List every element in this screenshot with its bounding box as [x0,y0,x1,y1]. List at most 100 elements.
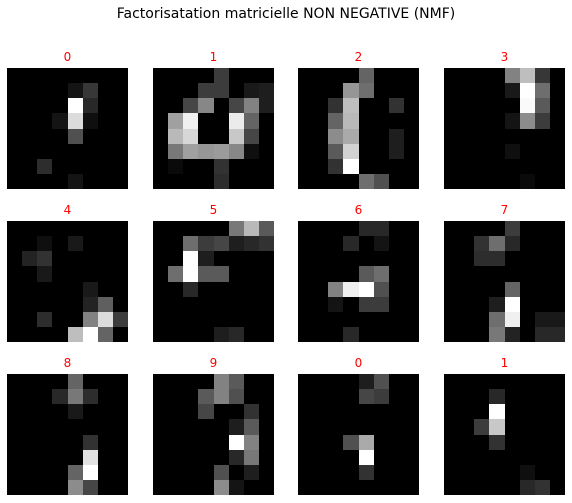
image-pixel [52,98,68,114]
image-pixel [213,266,229,282]
image-pixel [243,266,259,282]
image-pixel [444,281,460,297]
image-pixel [358,266,374,282]
image-pixel [489,158,505,174]
image-pixel [489,251,505,267]
component-image [7,221,128,342]
image-pixel [22,98,38,114]
image-pixel [37,404,53,420]
image-pixel [373,326,389,342]
image-pixel [444,311,460,327]
image-pixel [459,68,475,84]
image-pixel [549,143,565,159]
image-pixel [37,221,53,237]
image-pixel [82,419,98,435]
image-pixel [549,98,565,114]
image-pixel [67,404,83,420]
image-pixel [168,479,184,495]
image-pixel [373,83,389,99]
image-pixel [153,158,169,174]
image-pixel [37,68,53,84]
image-pixel [198,98,214,114]
image-pixel [213,419,229,435]
image-pixel [97,98,113,114]
image-pixel [112,221,128,237]
image-pixel [474,266,490,282]
image-pixel [504,419,520,435]
image-pixel [183,449,199,465]
image-pixel [343,449,359,465]
image-pixel [519,83,535,99]
image-pixel [343,113,359,129]
image-pixel [373,296,389,312]
image-pixel [373,68,389,84]
image-pixel [213,479,229,495]
image-pixel [168,83,184,99]
image-pixel [228,464,244,480]
image-pixel [489,281,505,297]
image-pixel [444,326,460,342]
component-title: 2 [354,50,363,64]
image-pixel [459,374,475,390]
image-pixel [258,98,274,114]
image-pixel [489,419,505,435]
image-pixel [403,434,419,450]
image-pixel [37,98,53,114]
image-pixel [22,113,38,129]
image-pixel [328,296,344,312]
image-pixel [198,158,214,174]
image-pixel [403,419,419,435]
image-pixel [228,326,244,342]
image-pixel [328,389,344,405]
image-pixel [213,311,229,327]
image-pixel [444,68,460,84]
image-pixel [313,221,329,237]
image-pixel [444,464,460,480]
image-pixel [97,128,113,144]
image-pixel [388,236,404,252]
image-pixel [474,281,490,297]
image-pixel [373,98,389,114]
image-pixel [444,419,460,435]
image-pixel [213,374,229,390]
image-pixel [153,479,169,495]
image-pixel [373,419,389,435]
image-pixel [258,83,274,99]
image-pixel [403,128,419,144]
image-pixel [243,143,259,159]
image-pixel [37,158,53,174]
image-pixel [82,128,98,144]
image-pixel [298,143,314,159]
image-pixel [258,173,274,189]
image-pixel [504,296,520,312]
image-pixel [67,419,83,435]
image-pixel [183,98,199,114]
image-pixel [37,113,53,129]
image-pixel [258,113,274,129]
image-pixel [519,404,535,420]
image-pixel [388,83,404,99]
image-pixel [198,173,214,189]
image-pixel [444,98,460,114]
image-pixel [298,266,314,282]
image-pixel [97,281,113,297]
image-pixel [228,143,244,159]
image-pixel [213,281,229,297]
image-pixel [82,221,98,237]
image-pixel [112,296,128,312]
image-pixel [403,464,419,480]
image-pixel [198,374,214,390]
image-pixel [358,326,374,342]
image-pixel [343,326,359,342]
figure-suptitle: Factorisatation matricielle NON NEGATIVE… [116,6,456,22]
image-pixel [298,419,314,435]
image-pixel [504,434,520,450]
image-pixel [153,389,169,405]
image-pixel [82,113,98,129]
image-pixel [474,326,490,342]
image-pixel [112,374,128,390]
image-pixel [183,389,199,405]
image-pixel [504,281,520,297]
image-pixel [388,266,404,282]
image-pixel [358,311,374,327]
